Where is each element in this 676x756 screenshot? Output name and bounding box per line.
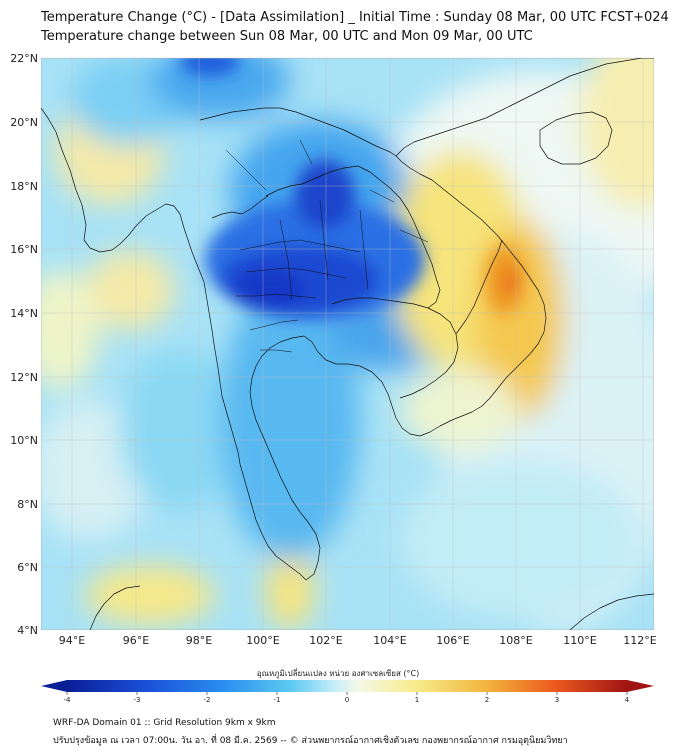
lon-label-102: 102°E [309,634,342,647]
colorbar-left-arrow [41,680,67,692]
lon-label-100: 100°E [246,634,279,647]
colorbar-gradient [67,680,627,692]
china-border [199,107,397,157]
colorbar-tick-label: -4 [64,696,72,704]
lon-label-110: 110°E [563,634,596,647]
gulf-of-tonkin [395,58,654,157]
lon-label-104: 104°E [373,634,406,647]
lon-label-94: 94°E [59,634,85,647]
colorbar-tick-label: 0 [345,696,349,704]
hainan-island [539,111,613,165]
malay-peninsula-west [239,463,307,581]
title-line-2: Temperature change between Sun 08 Mar, 0… [41,29,533,44]
lat-label-6: 6°N [17,561,38,574]
footer-line-1: WRF-DA Domain 01 :: Grid Resolution 9km … [53,718,276,728]
temperature-field [41,58,654,630]
myanmar-thailand-border [211,195,269,219]
latitude-labels: 22°N 20°N 18°N 16°N 14°N 12°N 10°N 8°N 6… [10,52,38,637]
lat-label-20: 20°N [10,116,38,129]
borneo-coast [569,593,654,630]
lat-label-10: 10°N [10,434,38,447]
lat-label-4: 4°N [17,624,38,637]
myanmar-coast [41,107,241,465]
colorbar-tick-label: -3 [134,696,141,704]
lon-label-96: 96°E [123,634,149,647]
colorbar-tick-label: 4 [625,696,630,704]
longitude-labels: 94°E 96°E 98°E 100°E 102°E 104°E 106°E 1… [59,634,657,647]
province-lines-a [236,199,369,301]
malay-peninsula-east [249,335,321,581]
lon-label-106: 106°E [436,634,469,647]
colorbar-tick-label: 1 [415,696,419,704]
lon-label-112: 112°E [623,634,656,647]
lat-label-18: 18°N [10,180,38,193]
lat-label-12: 12°N [10,371,38,384]
title-line-1: Temperature Change (°C) - [Data Assimila… [41,10,669,25]
coastlines-and-borders [41,58,654,630]
cambodia-border [331,297,459,399]
colorbar-tick-label: -1 [274,696,281,704]
thailand-laos-border [265,165,441,309]
vietnam-border [455,239,503,335]
province-lines-b [225,139,429,353]
lon-label-108: 108°E [499,634,532,647]
colorbar-tick-label: 3 [555,696,559,704]
lat-label-8: 8°N [17,498,38,511]
gridlines [41,57,654,630]
colorbar-tick-label: -2 [204,696,211,704]
colorbar-tick-label: 2 [485,696,489,704]
gulf-of-thailand-coast [303,155,547,437]
sumatra-coast [89,585,141,630]
footer-line-2: ปรับปรุงข้อมูล ณ เวลา 07:00น. วัน อา. ที… [53,736,568,746]
lon-label-98: 98°E [186,634,212,647]
lat-label-22: 22°N [10,52,38,65]
colorbar-title: อุณหภูมิเปลี่ยนแปลง หน่วย องศาเซลเซียส (… [256,669,420,678]
lat-label-16: 16°N [10,243,38,256]
colorbar-right-arrow [627,680,654,692]
lat-label-14: 14°N [10,307,38,320]
colorbar: -4 -3 -2 -1 0 1 2 3 4 [41,680,654,704]
